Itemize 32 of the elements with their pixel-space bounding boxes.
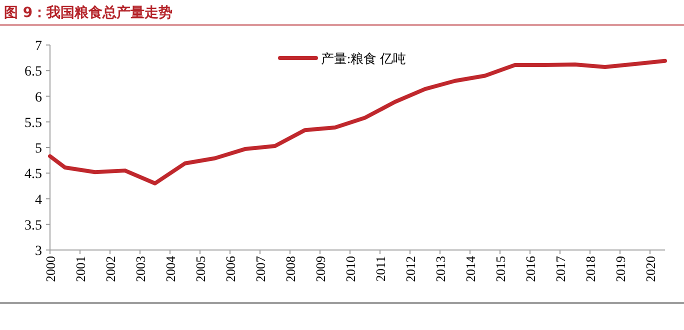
y-tick-label: 4.5 xyxy=(24,167,42,182)
y-tick-label: 6.5 xyxy=(24,64,42,80)
x-tick-label: 2005 xyxy=(193,256,208,282)
x-tick-label: 2002 xyxy=(103,256,118,282)
x-tick-label: 2017 xyxy=(553,256,568,282)
y-tick-label: 3 xyxy=(35,244,42,259)
y-tick-label: 5 xyxy=(35,142,42,156)
y-tick-label: 6 xyxy=(35,90,42,106)
y-tick-label: 4 xyxy=(35,192,42,208)
y-tick-label: 7 xyxy=(35,39,42,54)
x-tick-label: 2013 xyxy=(433,256,448,282)
x-tick-label: 2003 xyxy=(133,256,148,282)
x-tick-label: 2010 xyxy=(343,256,358,282)
x-tick-label: 2004 xyxy=(163,256,178,282)
x-tick-label: 2006 xyxy=(223,256,238,282)
x-tick-label: 2015 xyxy=(493,256,508,282)
chart-title: 图 9：我国粮食总产量走势 xyxy=(4,4,173,21)
x-tick-label: 2019 xyxy=(613,256,628,282)
x-tick-label: 2009 xyxy=(313,256,328,282)
x-tick-label: 2001 xyxy=(73,256,88,282)
legend-label: 产量:粮食 亿吨 xyxy=(321,51,406,66)
x-tick-label: 2020 xyxy=(643,256,658,282)
x-tick-label: 2007 xyxy=(253,256,268,282)
x-tick-label: 2012 xyxy=(403,256,418,282)
x-tick-label: 2016 xyxy=(523,256,538,282)
x-tick-label: 2000 xyxy=(43,256,58,282)
y-tick-label: 5.5 xyxy=(24,116,42,131)
x-tick-label: 2008 xyxy=(283,256,298,282)
y-tick-label: 3.5 xyxy=(24,218,42,234)
x-tick-label: 2011 xyxy=(373,256,388,282)
x-tick-label: 2018 xyxy=(583,256,598,282)
x-tick-label: 2014 xyxy=(463,256,478,282)
